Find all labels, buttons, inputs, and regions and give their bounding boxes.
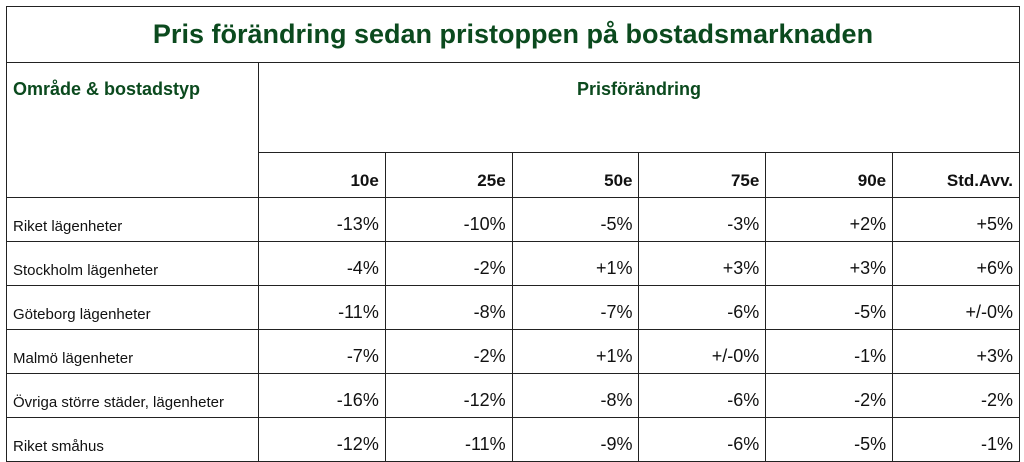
row-label: Riket småhus <box>6 417 259 462</box>
table-cell: -16% <box>258 373 386 418</box>
row-label: Malmö lägenheter <box>6 329 259 374</box>
price-table: Pris förändring sedan pristoppen på bost… <box>6 6 1020 462</box>
table-cell: -12% <box>384 373 513 418</box>
table-cell: -8% <box>511 373 640 418</box>
table-cell: -12% <box>258 417 386 462</box>
row-label: Stockholm lägenheter <box>6 241 259 286</box>
row-label: Göteborg lägenheter <box>6 285 259 330</box>
table-row: Malmö lägenheter -7% -2% +1% +/-0% -1% +3% <box>6 329 1020 374</box>
table-cell: -5% <box>765 285 894 330</box>
table-row: Riket lägenheter -13% -10% -5% -3% +2% +5% <box>6 197 1020 242</box>
table-body: Pris förändring sedan pristoppen på bost… <box>6 6 1020 462</box>
table-cell: -2% <box>765 373 894 418</box>
row-header: Område & bostadstyp <box>6 62 259 198</box>
row-label: Riket lägenheter <box>6 197 259 242</box>
column-header: 75e <box>638 152 767 198</box>
group-header: Prisförändring <box>258 62 1020 153</box>
table-cell: +1% <box>511 329 640 374</box>
table-cell: -10% <box>384 197 513 242</box>
column-header: 50e <box>511 152 640 198</box>
table-cell: +1% <box>511 241 640 286</box>
table-cell: -7% <box>511 285 640 330</box>
column-header: 90e <box>765 152 894 198</box>
table-cell: -7% <box>258 329 386 374</box>
table-cell: -9% <box>511 417 640 462</box>
table-cell: -8% <box>384 285 513 330</box>
column-header: Std.Avv. <box>892 152 1020 198</box>
column-header: 10e <box>258 152 386 198</box>
table-cell: -1% <box>765 329 894 374</box>
table-cell: -2% <box>384 241 513 286</box>
table-cell: +2% <box>765 197 894 242</box>
table-cell: -6% <box>638 285 767 330</box>
table-title: Pris förändring sedan pristoppen på bost… <box>6 6 1020 63</box>
header-row: Område & bostadstyp Prisförändring <box>6 62 1020 198</box>
table-cell: +3% <box>892 329 1020 374</box>
table-cell: -13% <box>258 197 386 242</box>
table-row: Övriga större städer, lägenheter -16% -12%… <box>6 373 1020 418</box>
table-cell: -2% <box>892 373 1020 418</box>
table-cell: -11% <box>258 285 386 330</box>
page: Pris förändring sedan pristoppen på bost… <box>6 6 1020 462</box>
table-cell: +3% <box>638 241 767 286</box>
column-header: 25e <box>384 152 513 198</box>
column-header-row: 10e 25e 50e 75e 90e Std.Avv. <box>7 152 1020 198</box>
table-cell: +/-0% <box>892 285 1020 330</box>
table-row: Göteborg lägenheter -11% -8% -7% -6% -5% +/-0% <box>6 285 1020 330</box>
table-row: Riket småhus -12% -11% -9% -6% -5% -1% <box>6 417 1020 462</box>
table-cell: -5% <box>765 417 894 462</box>
table-cell: -1% <box>892 417 1020 462</box>
table-cell: -11% <box>384 417 513 462</box>
table-cell: +6% <box>892 241 1020 286</box>
table-cell: -3% <box>638 197 767 242</box>
title-row: Pris förändring sedan pristoppen på bost… <box>6 6 1020 63</box>
table-cell: -6% <box>638 373 767 418</box>
table-row: Stockholm lägenheter -4% -2% +1% +3% +3% +6% <box>6 241 1020 286</box>
table-cell: +5% <box>892 197 1020 242</box>
table-cell: -5% <box>511 197 640 242</box>
table-cell: +3% <box>765 241 894 286</box>
row-label: Övriga större städer, lägenheter <box>6 373 259 418</box>
table-cell: -6% <box>638 417 767 462</box>
table-cell: -4% <box>258 241 386 286</box>
table-cell: +/-0% <box>638 329 767 374</box>
table-cell: -2% <box>384 329 513 374</box>
